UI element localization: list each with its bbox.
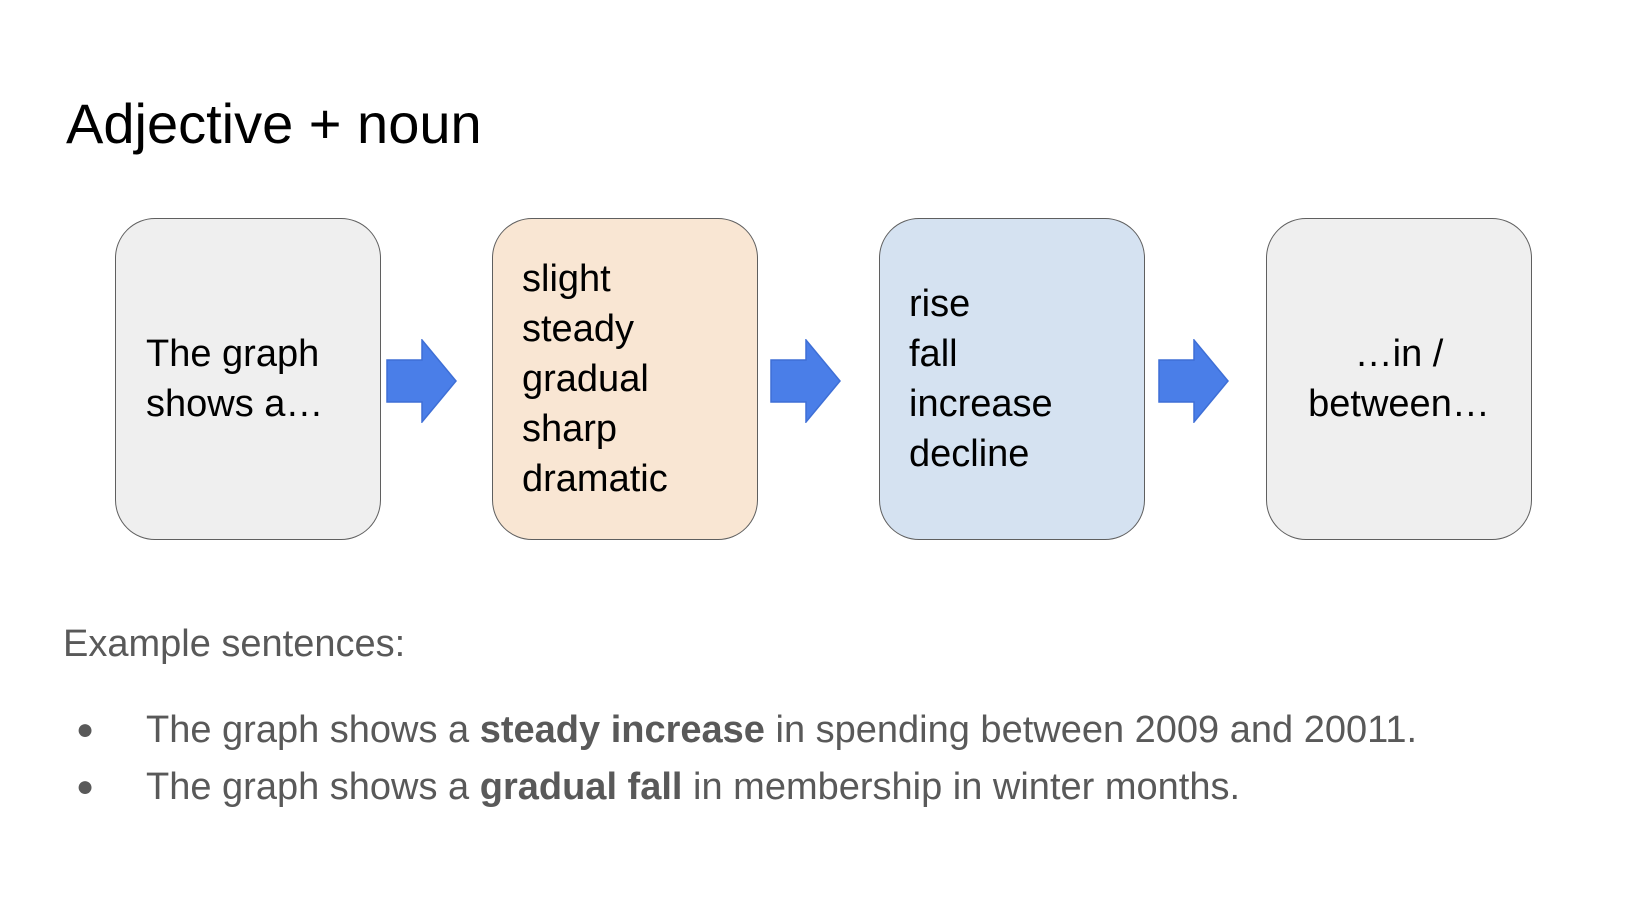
box-in-between: …in / between… xyxy=(1266,218,1532,540)
noun-item: increase xyxy=(909,383,1053,425)
examples-heading: Example sentences: xyxy=(63,623,406,665)
box-adjectives: slight steady gradual sharp dramatic xyxy=(492,218,758,540)
sentence-text: The graph shows a xyxy=(146,709,480,751)
adjective-item: slight xyxy=(522,258,611,300)
noun-item: decline xyxy=(909,433,1030,475)
adjective-item: steady xyxy=(522,308,634,350)
noun-item: rise xyxy=(909,283,971,325)
arrow-shape xyxy=(386,339,457,423)
example-sentence: The graph shows a gradual fall in member… xyxy=(146,762,1240,812)
box-line: The graph xyxy=(146,333,320,375)
example-sentence: The graph shows a steady increase in spe… xyxy=(146,705,1417,755)
sentence-highlight: steady increase xyxy=(479,709,765,751)
adjective-item: gradual xyxy=(522,358,649,400)
slide-title: Adjective + noun xyxy=(66,92,482,155)
box-line: …in / xyxy=(1354,333,1444,375)
bullet-icon: ● xyxy=(76,713,95,746)
arrow-shape xyxy=(770,339,841,423)
box-nouns: rise fall increase decline xyxy=(879,218,1145,540)
arrow-right-icon xyxy=(770,339,842,423)
bullet-icon: ● xyxy=(76,770,95,803)
arrow-right-icon xyxy=(1158,339,1230,423)
sentence-text: in spending between 2009 and 20011. xyxy=(764,709,1418,751)
box-the-graph-shows: The graph shows a… xyxy=(115,218,381,540)
sentence-text: in membership in winter months. xyxy=(682,766,1241,808)
box-line: between… xyxy=(1308,383,1490,425)
noun-item: fall xyxy=(909,333,958,375)
sentence-text: The graph shows a xyxy=(146,766,480,808)
adjective-item: sharp xyxy=(522,408,618,450)
adjective-item: dramatic xyxy=(522,458,668,500)
box-line: shows a… xyxy=(146,383,324,425)
sentence-highlight: gradual fall xyxy=(479,766,683,808)
arrow-right-icon xyxy=(386,339,458,423)
arrow-shape xyxy=(1158,339,1229,423)
